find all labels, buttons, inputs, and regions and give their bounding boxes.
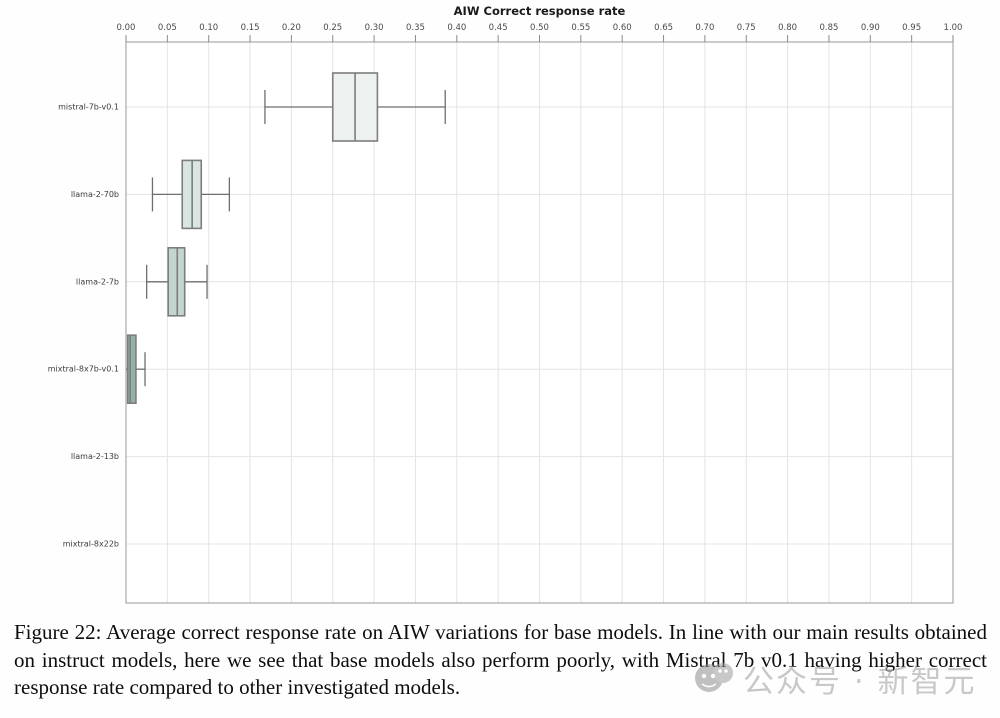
x-tick-label: 0.30 xyxy=(365,23,384,33)
x-tick-label: 0.55 xyxy=(571,23,590,33)
y-category-label: llama-2-7b xyxy=(76,277,119,286)
y-category-label: mistral-7b-v0.1 xyxy=(58,103,119,112)
figure-caption: Figure 22: Average correct response rate… xyxy=(14,620,987,699)
x-tick-label: 0.40 xyxy=(447,23,466,33)
x-tick-label: 0.70 xyxy=(695,23,714,33)
boxplot-mixtral-8x7b-v0.1 xyxy=(126,334,146,405)
x-tick-label: 0.85 xyxy=(819,23,838,33)
x-tick-label: 0.65 xyxy=(654,23,673,33)
x-tick-label: 0.00 xyxy=(117,23,136,33)
boxplot-llama-2-70b xyxy=(151,159,231,230)
x-tick-label: 0.60 xyxy=(613,23,632,33)
y-category-label: llama-2-70b xyxy=(71,190,119,199)
x-tick-label: 0.05 xyxy=(158,23,177,33)
x-tick-label: 1.00 xyxy=(944,23,963,33)
x-tick-label: 0.75 xyxy=(737,23,756,33)
boxplot-mistral-7b-v0.1 xyxy=(264,72,446,142)
gridlines xyxy=(125,42,954,603)
y-category-label: llama-2-13b xyxy=(71,452,119,461)
x-tick-label: 0.10 xyxy=(199,23,218,33)
boxplot-chart-area: 0.00 0.05 0.10 0.15 0.20 0.25 0.30 0.35 0.40 0.45… xyxy=(48,4,963,604)
y-category-label: mixtral-8x7b-v0.1 xyxy=(48,365,119,374)
x-tick-label: 0.20 xyxy=(282,23,301,33)
y-category-label: mixtral-8x22b xyxy=(63,540,119,549)
x-tick-label: 0.45 xyxy=(489,23,508,33)
x-tick-label: 0.25 xyxy=(323,23,342,33)
x-tick-label: 0.50 xyxy=(530,23,549,33)
x-tick-label: 0.80 xyxy=(778,23,797,33)
x-tick-label: 0.90 xyxy=(861,23,880,33)
x-tick-label: 0.15 xyxy=(241,23,260,33)
x-tick-label: 0.35 xyxy=(406,23,425,33)
y-axis-labels: mistral-7b-v0.1 llama-2-70b llama-2-7b mixt… xyxy=(48,103,119,549)
x-axis-top: 0.00 0.05 0.10 0.15 0.20 0.25 0.30 0.35 0.40 0.45… xyxy=(117,23,963,42)
x-tick-label: 0.95 xyxy=(902,23,921,33)
chart-title: AIW Correct response rate xyxy=(454,4,626,18)
boxplot-llama-2-7b xyxy=(146,247,208,317)
boxplot-chart: 0.00 0.05 0.10 0.15 0.20 0.25 0.30 0.35 0.40 0.45… xyxy=(48,4,963,604)
